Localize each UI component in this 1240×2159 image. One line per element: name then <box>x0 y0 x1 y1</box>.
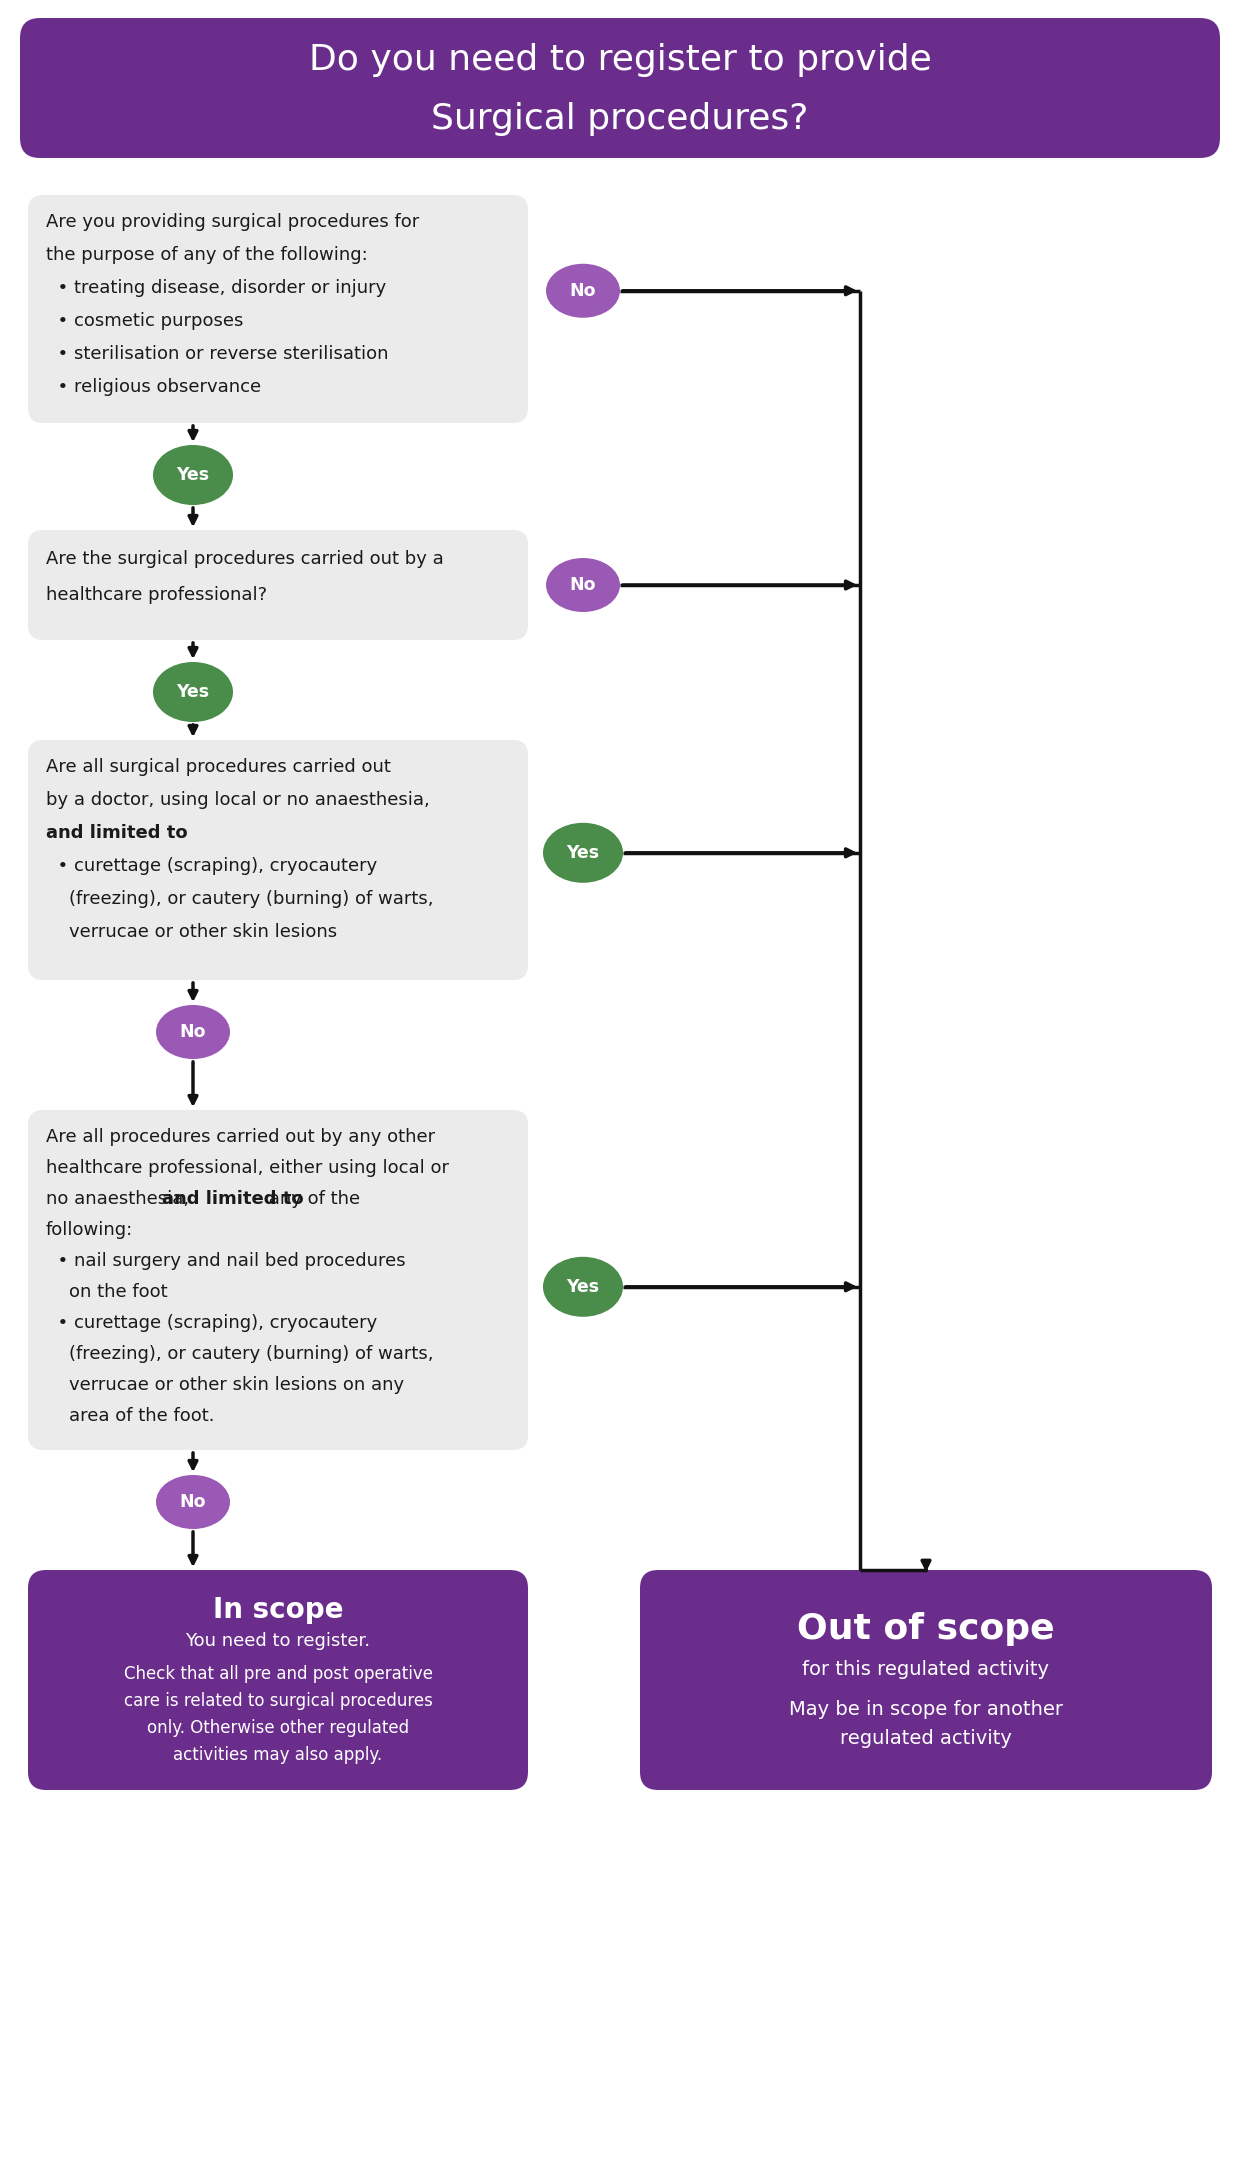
Text: verrucae or other skin lesions: verrucae or other skin lesions <box>46 924 337 941</box>
Text: No: No <box>569 283 596 300</box>
Text: No: No <box>569 576 596 594</box>
Text: healthcare professional?: healthcare professional? <box>46 585 267 605</box>
FancyBboxPatch shape <box>29 194 528 423</box>
Text: No: No <box>180 1023 206 1041</box>
FancyBboxPatch shape <box>29 1110 528 1451</box>
Text: Are you providing surgical procedures for: Are you providing surgical procedures fo… <box>46 214 419 231</box>
Text: and limited to: and limited to <box>162 1190 304 1209</box>
Text: • nail surgery and nail bed procedures: • nail surgery and nail bed procedures <box>46 1252 405 1269</box>
Text: and limited to: and limited to <box>46 825 187 842</box>
Text: May be in scope for another
regulated activity: May be in scope for another regulated ac… <box>789 1699 1063 1749</box>
Text: Surgical procedures?: Surgical procedures? <box>432 101 808 136</box>
Text: You need to register.: You need to register. <box>186 1632 371 1649</box>
Ellipse shape <box>153 445 233 505</box>
Text: Check that all pre and post operative
care is related to surgical procedures
onl: Check that all pre and post operative ca… <box>124 1665 433 1764</box>
Ellipse shape <box>546 263 620 317</box>
Text: • cosmetic purposes: • cosmetic purposes <box>46 313 243 330</box>
FancyBboxPatch shape <box>29 1570 528 1790</box>
Text: the purpose of any of the following:: the purpose of any of the following: <box>46 246 368 263</box>
Text: • curettage (scraping), cryocautery: • curettage (scraping), cryocautery <box>46 1315 377 1332</box>
Text: • religious observance: • religious observance <box>46 378 262 395</box>
FancyBboxPatch shape <box>29 529 528 639</box>
Text: Do you need to register to provide: Do you need to register to provide <box>309 43 931 78</box>
Text: • treating disease, disorder or injury: • treating disease, disorder or injury <box>46 279 386 298</box>
Text: any of the: any of the <box>263 1190 360 1209</box>
Text: Yes: Yes <box>176 682 210 702</box>
Text: • sterilisation or reverse sterilisation: • sterilisation or reverse sterilisation <box>46 345 388 363</box>
Text: No: No <box>180 1494 206 1511</box>
Text: Yes: Yes <box>567 844 600 861</box>
Text: on the foot: on the foot <box>46 1282 167 1302</box>
Text: (freezing), or cautery (burning) of warts,: (freezing), or cautery (burning) of wart… <box>46 890 434 909</box>
Text: area of the foot.: area of the foot. <box>46 1408 215 1425</box>
Text: by a doctor, using local or no anaesthesia,: by a doctor, using local or no anaesthes… <box>46 790 430 810</box>
FancyBboxPatch shape <box>29 741 528 980</box>
Ellipse shape <box>546 557 620 611</box>
Text: Yes: Yes <box>567 1278 600 1295</box>
Text: (freezing), or cautery (burning) of warts,: (freezing), or cautery (burning) of wart… <box>46 1345 434 1362</box>
Text: Yes: Yes <box>176 466 210 484</box>
Text: Are all procedures carried out by any other: Are all procedures carried out by any ot… <box>46 1127 435 1146</box>
Text: no anaesthesia,: no anaesthesia, <box>46 1190 195 1209</box>
Ellipse shape <box>153 663 233 721</box>
Text: Are the surgical procedures carried out by a: Are the surgical procedures carried out … <box>46 551 444 568</box>
Text: verrucae or other skin lesions on any: verrucae or other skin lesions on any <box>46 1375 404 1395</box>
Text: In scope: In scope <box>213 1596 343 1624</box>
Ellipse shape <box>156 1475 229 1529</box>
Text: • curettage (scraping), cryocautery: • curettage (scraping), cryocautery <box>46 857 377 874</box>
Ellipse shape <box>156 1004 229 1060</box>
Ellipse shape <box>543 823 622 883</box>
Ellipse shape <box>543 1257 622 1317</box>
Text: healthcare professional, either using local or: healthcare professional, either using lo… <box>46 1159 449 1177</box>
Text: Are all surgical procedures carried out: Are all surgical procedures carried out <box>46 758 391 775</box>
Text: Out of scope: Out of scope <box>797 1613 1055 1645</box>
FancyBboxPatch shape <box>640 1570 1211 1790</box>
FancyBboxPatch shape <box>20 17 1220 158</box>
Text: for this regulated activity: for this regulated activity <box>802 1660 1049 1680</box>
Text: following:: following: <box>46 1222 133 1239</box>
Text: :: : <box>154 825 160 842</box>
